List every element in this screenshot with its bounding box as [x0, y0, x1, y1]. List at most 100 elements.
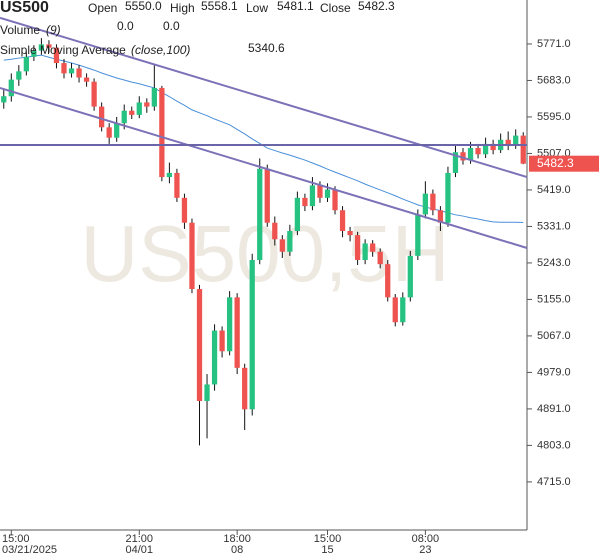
ohlc-value: 5481.1 — [277, 0, 314, 13]
candle-body — [407, 255, 413, 298]
candle-body — [181, 197, 188, 223]
candle-body — [309, 185, 316, 207]
candle-body — [106, 127, 112, 138]
candle-body — [38, 44, 45, 51]
y-tick-label: 4803.0 — [537, 439, 571, 451]
ohlc-name: Low — [246, 1, 268, 15]
candle-body — [31, 50, 37, 57]
candle-body — [234, 297, 240, 368]
candle-body — [249, 260, 255, 410]
candle-body — [242, 367, 248, 410]
sma-params: (close,100) — [131, 43, 190, 57]
y-tick-label: 5331.0 — [537, 220, 571, 232]
candle-body — [219, 330, 225, 352]
candle-body — [415, 214, 421, 256]
candle-body — [257, 168, 263, 261]
candle-body — [23, 56, 29, 72]
candle-body — [392, 297, 398, 323]
candle-body — [370, 243, 376, 252]
x-tick-sublabel: 23 — [419, 544, 431, 556]
volume-value: 0.0 — [163, 19, 180, 33]
x-tick-sublabel: 03/21/2025 — [2, 544, 57, 556]
y-tick-label: 4891.0 — [537, 403, 571, 415]
ohlc-value: 5482.3 — [358, 0, 395, 13]
x-tick-label: 18:00 — [223, 533, 251, 545]
candle-body — [204, 384, 210, 402]
candle-body — [437, 210, 444, 223]
candle-body — [16, 71, 22, 80]
candle-body — [385, 264, 391, 298]
y-tick-label: 5419.0 — [537, 184, 571, 196]
symbol: US500 — [0, 0, 49, 16]
candle-body — [129, 110, 135, 115]
candle-body — [452, 152, 459, 173]
candle-body — [513, 135, 519, 146]
candle-body — [339, 210, 346, 231]
volume-params: (9) — [46, 23, 61, 37]
candle-body — [174, 172, 180, 198]
y-tick-label: 5595.0 — [537, 111, 571, 123]
candle-body — [166, 172, 173, 178]
sma-name: Simple Moving Average — [0, 43, 126, 57]
x-tick-label: 08:00 — [412, 533, 440, 545]
sma-value: 5340.6 — [248, 41, 285, 55]
ohlc-value: 5550.0 — [125, 0, 162, 13]
y-tick-label: 5155.0 — [537, 293, 571, 305]
candle-body — [68, 68, 75, 74]
y-tick-label: 5683.0 — [537, 74, 571, 86]
ohlc-name: High — [170, 1, 195, 15]
trend-line — [0, 86, 528, 249]
candle-body — [114, 123, 120, 138]
candle-body — [136, 102, 142, 115]
candle-body — [324, 189, 331, 198]
price-tag — [529, 155, 599, 172]
x-tick-label: 15:00 — [314, 533, 342, 545]
candle-body — [211, 330, 218, 385]
candle-body — [505, 139, 511, 146]
x-tick-sublabel: 04/01 — [126, 544, 154, 556]
candle-body — [294, 197, 301, 231]
candle-body — [151, 87, 157, 107]
ohlc-value: 5558.1 — [201, 0, 238, 13]
candle-body — [347, 230, 353, 236]
candle-body — [460, 152, 466, 161]
legend: US500 Open 5550.0 High 5558.1 Low 5481.1 Close 5… — [0, 0, 395, 57]
y-tick-label: 4715.0 — [537, 476, 571, 488]
y-tick-label: 4979.0 — [537, 366, 571, 378]
candle-body — [400, 297, 406, 323]
candle-body — [272, 222, 278, 240]
x-tick-label: 15:00 — [2, 533, 30, 545]
candle-body — [196, 289, 203, 402]
candle-body — [83, 77, 90, 82]
ohlc-name: Close — [320, 1, 351, 15]
candle-body — [264, 168, 270, 223]
candle-body — [302, 197, 308, 207]
candle-body — [287, 230, 293, 252]
candle-body — [226, 297, 233, 352]
y-tick-label: 5067.0 — [537, 330, 571, 342]
price-tag-label: 5482.3 — [537, 156, 574, 170]
candle-body — [467, 148, 474, 161]
candle-body — [159, 87, 165, 178]
candle-body — [430, 193, 436, 211]
x-tick-label: 21:00 — [126, 533, 154, 545]
candle-body — [362, 243, 368, 261]
x-tick-sublabel: 08 — [231, 544, 243, 556]
candle-body — [61, 63, 67, 74]
y-tick-label: 5243.0 — [537, 257, 571, 269]
y-tick-label: 5771.0 — [537, 38, 571, 50]
candle-body — [144, 102, 150, 107]
candle-body — [53, 47, 60, 64]
trend-line — [0, 16, 528, 179]
candle-body — [46, 44, 52, 48]
candle-body — [422, 193, 428, 215]
candle-body — [445, 172, 451, 223]
candle-body — [354, 235, 361, 261]
volume-value: 0.0 — [117, 19, 134, 33]
candle-body — [490, 143, 496, 151]
volume-name: Volume — [0, 23, 40, 37]
candle-body — [279, 239, 285, 252]
candle-body — [520, 135, 526, 164]
candle-body — [8, 79, 14, 97]
